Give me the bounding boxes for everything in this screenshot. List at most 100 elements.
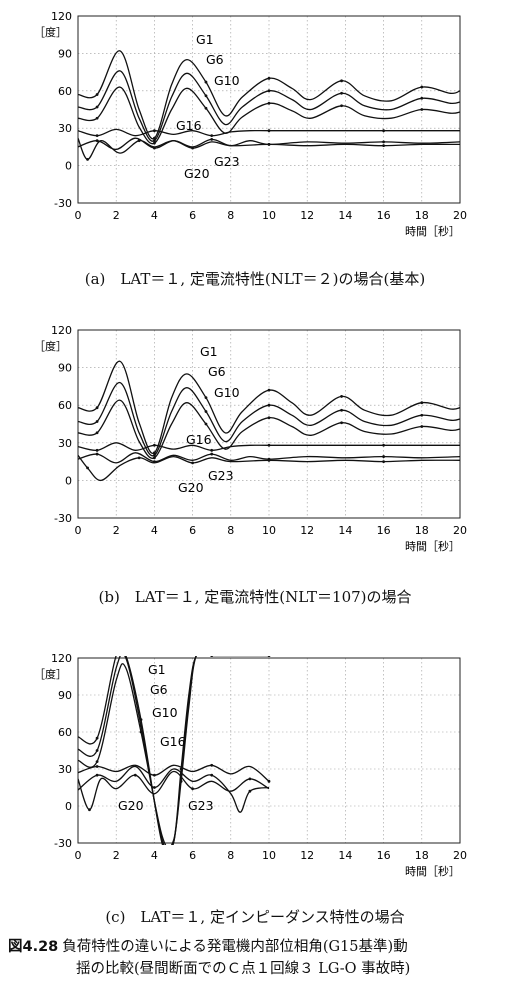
x-tick-label-c: 2 xyxy=(113,849,120,862)
point-g10-b xyxy=(340,421,343,425)
point-g1-b xyxy=(95,406,99,410)
x-tick-label-b: 4 xyxy=(151,524,158,537)
series-line-g20-c xyxy=(78,770,270,811)
point-g1-b xyxy=(204,396,208,400)
point-g6-a xyxy=(95,105,99,109)
x-tick-label-b: 2 xyxy=(113,524,120,537)
y-axis-label-c: ［度］ xyxy=(34,667,67,681)
point-g23-c xyxy=(95,773,99,777)
point-g16-a xyxy=(210,134,214,138)
series-line-g16-c xyxy=(78,764,270,782)
point-g6-a xyxy=(420,96,424,100)
point-g6-b xyxy=(95,420,99,423)
point-g16-c xyxy=(95,765,99,768)
point-g6-a xyxy=(267,89,271,93)
series-line-g1-a xyxy=(78,50,460,140)
point-g20-a xyxy=(267,143,271,146)
series-line-g6-a xyxy=(78,70,460,142)
point-g10-c xyxy=(95,760,99,763)
series-label-g10-c: G10 xyxy=(152,705,178,720)
point-g1-b xyxy=(420,401,424,405)
x-tick-label-b: 10 xyxy=(262,524,276,537)
series-line-g23-a xyxy=(78,137,460,151)
point-g16-b xyxy=(153,443,156,447)
point-g10-c xyxy=(267,656,271,657)
y-tick-label-c: 90 xyxy=(58,689,72,702)
chart-panel-c: 0 2 4 6 8 10 12 14 16 18 20 -30 0 30 60 90 120 ［度］ 時間［秒］ G1… xyxy=(0,650,510,892)
x-tick-label-c: 12 xyxy=(300,849,314,862)
point-g20-c xyxy=(248,777,252,781)
point-g23-b xyxy=(210,452,214,456)
series-label-g10-b: G10 xyxy=(214,385,240,400)
point-g10-b xyxy=(267,416,271,420)
point-g23-c xyxy=(210,773,214,777)
point-g10-c xyxy=(139,730,143,734)
x-tick-label-a: 6 xyxy=(189,209,196,222)
point-g20-b xyxy=(267,458,271,462)
y-tick-label-b: 30 xyxy=(58,437,72,450)
series-label-g20-c: G20 xyxy=(118,798,144,813)
point-g10-a xyxy=(95,116,99,120)
x-tick-label-b: 6 xyxy=(189,524,196,537)
point-g23-a xyxy=(382,140,385,144)
series-line-g23-b xyxy=(78,452,460,464)
y-tick-label-a: -30 xyxy=(54,197,72,210)
point-g16-b xyxy=(95,448,99,452)
point-g1-a xyxy=(267,76,271,80)
series-line-g1-c xyxy=(78,656,269,845)
series-label-g10-a: G10 xyxy=(214,73,240,88)
y-tick-label-c: 120 xyxy=(51,652,72,665)
y-tick-label-b: 90 xyxy=(58,362,72,375)
point-g23-b xyxy=(382,455,385,458)
point-g16-a xyxy=(95,134,99,138)
y-tick-label-a: 60 xyxy=(58,85,72,98)
point-g1-a xyxy=(340,79,343,83)
point-g16-a xyxy=(267,129,271,133)
x-tick-label-a: 2 xyxy=(113,209,120,222)
figure-number: 図4.28 xyxy=(8,939,59,955)
x-tick-label-b: 16 xyxy=(377,524,391,537)
series-line-g10-a xyxy=(78,86,460,145)
point-g20-c xyxy=(133,773,137,777)
x-tick-label-a: 18 xyxy=(415,209,429,222)
plot-frame-a xyxy=(77,15,461,204)
point-g10-a xyxy=(340,104,343,108)
point-g6-b xyxy=(340,408,343,412)
caption-a: (a) LAT＝１, 定電流特性(NLT＝２)の場合(基本) xyxy=(84,270,426,288)
point-g20-a xyxy=(191,146,195,150)
chart-b-svg: 0 2 4 6 8 10 12 14 16 18 20-300306090120［度］時間［秒］G1… xyxy=(34,324,467,553)
point-g16-b xyxy=(382,443,385,447)
point-g6-c xyxy=(95,749,99,752)
point-g20-a xyxy=(137,139,141,143)
point-g10-a xyxy=(420,108,424,111)
series-label-g1-a: G1 xyxy=(196,32,214,47)
point-g1-b xyxy=(340,395,343,398)
series-label-g16-b: G16 xyxy=(186,432,212,447)
point-g10-a xyxy=(267,101,271,105)
x-tick-label-c: 18 xyxy=(415,849,429,862)
series-line-g16-b xyxy=(78,442,460,451)
series-line-g20-a xyxy=(78,137,460,161)
x-tick-label-b: 8 xyxy=(227,524,234,537)
y-tick-label-b: -30 xyxy=(54,512,72,525)
y-tick-label-a: 30 xyxy=(58,122,72,135)
y-tick-label-b: 120 xyxy=(51,324,72,337)
series-label-g6-b: G6 xyxy=(208,364,226,379)
chart-panel-b: 0 2 4 6 8 10 12 14 16 18 20 -30 0 30 60 90 120 ［度］ 時間［秒］ G1… xyxy=(0,318,510,618)
point-g10-a xyxy=(204,106,208,110)
y-tick-label-c: 60 xyxy=(58,726,72,739)
point-g6-a xyxy=(340,91,343,95)
point-g16-c xyxy=(210,763,214,767)
point-g6-a xyxy=(153,139,156,143)
series-label-g20-b: G20 xyxy=(178,480,204,495)
x-tick-label-a: 0 xyxy=(75,209,82,222)
point-g20-b xyxy=(86,466,89,470)
series-label-g6-c: G6 xyxy=(150,682,168,697)
x-tick-label-c: 0 xyxy=(75,849,82,862)
point-g23-c xyxy=(248,789,252,793)
series-line-g16-a xyxy=(78,128,460,137)
point-g16-b xyxy=(210,448,214,452)
series-label-g23-b: G23 xyxy=(208,468,234,483)
point-g23-c xyxy=(153,786,156,789)
y-axis-label-b: ［度］ xyxy=(34,339,67,353)
